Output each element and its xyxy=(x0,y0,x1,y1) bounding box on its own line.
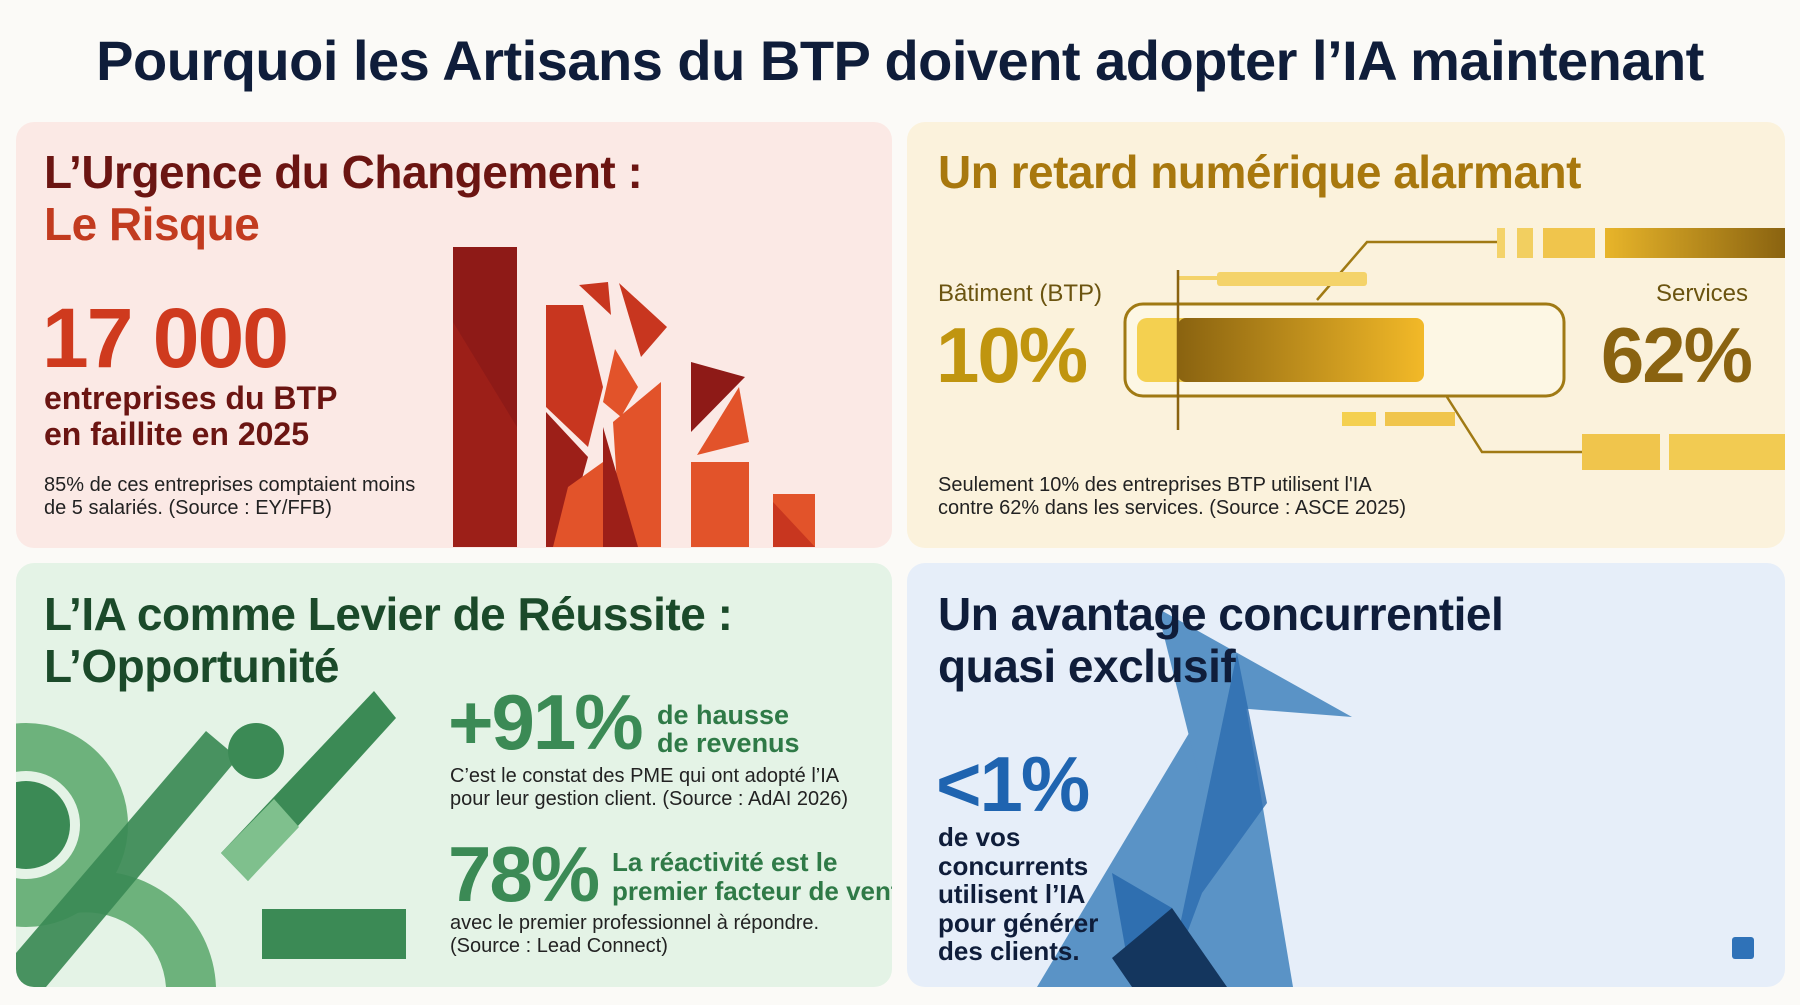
adv-stat-label-line: des clients. xyxy=(938,936,1080,966)
reactivity-stat: 78% xyxy=(448,830,600,918)
opp-heading-line2: L’Opportunité xyxy=(44,640,340,692)
adv-heading-line1: Un avantage concurrentiel xyxy=(938,588,1504,640)
arrow-facet xyxy=(1112,873,1172,958)
bar-shape xyxy=(619,283,667,357)
deco-bar xyxy=(1605,228,1785,258)
reactivity-note-line1: avec le premier professionnel à répondre… xyxy=(450,912,820,934)
deco-bar xyxy=(1669,434,1785,470)
adv-stat-label: de vos concurrents utilisent l’IA pour g… xyxy=(938,823,1098,966)
bar-shape xyxy=(546,305,603,447)
bar-shape xyxy=(697,387,749,455)
services-label: Services xyxy=(1655,280,1748,307)
diagonal-bar-segment xyxy=(221,799,299,881)
bar-shape xyxy=(453,322,517,547)
revenue-note-line1: C’est le constat des PME qui ont adopté … xyxy=(450,765,840,787)
deco-bar xyxy=(1543,228,1595,258)
bar-shape xyxy=(773,502,815,547)
deco-bar xyxy=(1517,228,1533,258)
opp-heading-line1: L’IA comme Levier de Réussite : xyxy=(44,588,733,640)
risk-heading-line2: Le Risque xyxy=(44,198,260,250)
adv-stat-label-line: concurrents xyxy=(938,850,1089,881)
deco-bar xyxy=(1582,434,1660,470)
progress-gauge-illustration xyxy=(1123,228,1785,470)
adv-heading-line2: quasi exclusif xyxy=(938,640,1236,692)
adv-stat-label-line: de vos xyxy=(938,822,1021,852)
bar-shape xyxy=(603,427,638,547)
deco-bar xyxy=(1385,412,1455,426)
lag-note-line1: Seulement 10% des entreprises BTP utilis… xyxy=(938,474,1372,496)
advantage-panel: Un avantage concurrentiel quasi exclusif… xyxy=(907,563,1785,987)
gauge-fill xyxy=(1178,318,1424,382)
bar-shape xyxy=(579,282,611,315)
adv-stat: <1% xyxy=(936,740,1090,828)
rising-arrow-illustration xyxy=(1037,608,1754,987)
btp-label: Bâtiment (BTP) xyxy=(938,280,1103,307)
digital-lag-panel: Un retard numérique alarmant Bâtiment (B… xyxy=(907,122,1785,548)
square-marker xyxy=(1732,937,1754,959)
btp-value: 10% xyxy=(936,311,1088,399)
reactivity-label-line2: premier facteur de vente xyxy=(612,876,892,906)
risk-note-line2: de 5 salariés. (Source : EY/FFB) xyxy=(44,497,332,519)
arrow-facet xyxy=(1112,908,1227,987)
bar-shape xyxy=(553,462,603,547)
risk-stat-label-line1: entreprises du BTP xyxy=(44,380,338,416)
revenue-label-line2: de revenus xyxy=(657,728,800,758)
broken-bars-illustration xyxy=(453,247,815,547)
revenue-label-line1: de hausse xyxy=(657,700,790,730)
arrow-head xyxy=(1157,608,1352,808)
risk-stat: 17 000 xyxy=(42,291,289,385)
reactivity-note-line2: (Source : Lead Connect) xyxy=(450,935,668,957)
connector-line xyxy=(1445,396,1582,454)
bar-shape xyxy=(691,462,749,547)
risk-note-line1: 85% de ces entreprises comptaient moins xyxy=(44,474,416,496)
page-title: Pourquoi les Artisans du BTP doivent ado… xyxy=(96,29,1704,92)
risk-panel: L’Urgence du Changement : Le Risque 17 0… xyxy=(16,122,892,548)
bar-shape xyxy=(691,362,745,432)
growth-shapes-illustration xyxy=(16,691,406,987)
dot-shape xyxy=(228,723,284,779)
risk-heading-line1: L’Urgence du Changement : xyxy=(44,146,643,198)
deco-bar xyxy=(1342,412,1376,426)
revenue-note-line2: pour leur gestion client. (Source : AdAI… xyxy=(450,788,849,810)
reactivity-label-line1: La réactivité est le xyxy=(612,847,838,877)
services-value: 62% xyxy=(1600,311,1753,399)
risk-stat-label-line2: en faillite en 2025 xyxy=(44,416,310,452)
diagonal-bar xyxy=(16,731,238,987)
adv-stat-label-line: pour générer xyxy=(938,907,1099,938)
ring-shape xyxy=(16,723,128,927)
revenue-stat: +91% xyxy=(448,678,644,766)
deco-bar xyxy=(1497,228,1505,258)
bar-shape xyxy=(262,909,406,959)
adv-stat-label-line: utilisent l’IA xyxy=(938,879,1086,909)
deco-bar xyxy=(1217,272,1367,286)
bar-shape xyxy=(546,412,588,547)
circle-shape xyxy=(16,781,70,869)
opportunity-panel: L’IA comme Levier de Réussite : L’Opport… xyxy=(16,563,892,987)
arrow-facet xyxy=(1167,653,1267,987)
lag-heading: Un retard numérique alarmant xyxy=(938,146,1581,198)
connector-line xyxy=(1316,240,1497,301)
bar-shape xyxy=(603,349,638,417)
lag-note-line2: contre 62% dans les services. (Source : … xyxy=(938,497,1407,519)
